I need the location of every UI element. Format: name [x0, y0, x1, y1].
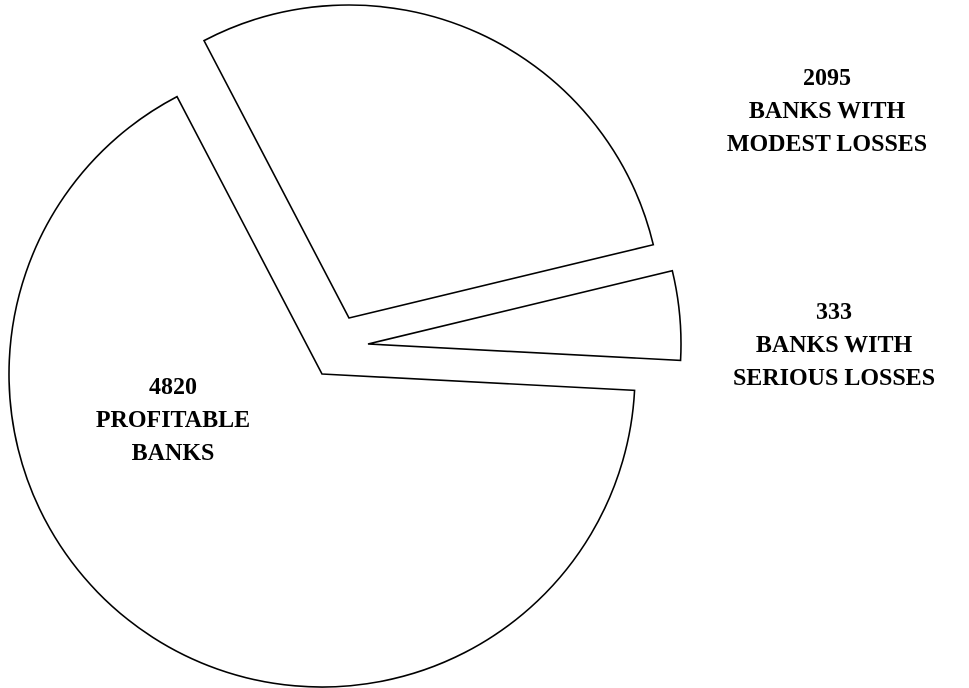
pie-label-serious-losses: 333 BANKS WITH SERIOUS LOSSES [733, 299, 935, 391]
pie-label-line: 4820 [149, 374, 197, 400]
pie-label-line: MODEST LOSSES [727, 131, 927, 157]
pie-slice-modest-losses [202, 4, 655, 319]
pie-label-modest-losses: 2095 BANKS WITH MODEST LOSSES [727, 65, 927, 157]
pie-label-line: 333 [816, 299, 852, 325]
pie-label-line: BANKS WITH [749, 98, 906, 124]
pie-label-line: SERIOUS LOSSES [733, 365, 935, 391]
pie-slices [8, 4, 682, 688]
pie-label-line: BANKS WITH [756, 332, 913, 358]
pie-slice-serious-losses [367, 269, 682, 362]
pie-label-line: BANKS [132, 440, 215, 466]
pie-labels: 4820 PROFITABLE BANKS 2095 BANKS WITH MODEST … [96, 65, 935, 466]
pie-label-line: 2095 [803, 65, 851, 91]
pie-slice-profitable [8, 95, 636, 688]
pie-label-profitable: 4820 PROFITABLE BANKS [96, 374, 250, 466]
pie-label-line: PROFITABLE [96, 407, 250, 433]
